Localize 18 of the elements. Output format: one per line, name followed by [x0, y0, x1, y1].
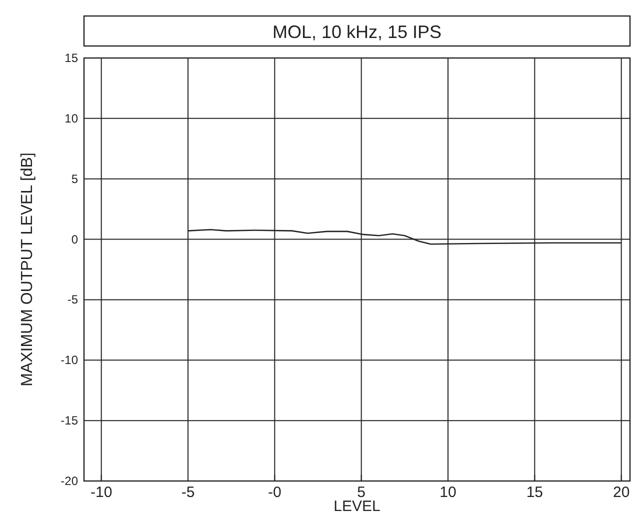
- x-tick-label: 15: [526, 484, 544, 501]
- y-tick-label: -20: [60, 474, 78, 488]
- x-tick-label: 10: [440, 484, 456, 501]
- x-axis-title: LEVEL: [334, 498, 380, 515]
- x-tick-label: -5: [181, 484, 195, 501]
- x-tick-label: 20: [612, 484, 630, 501]
- y-tick-label: -5: [67, 292, 78, 307]
- y-tick-label: 5: [71, 172, 78, 186]
- x-tick-label: -10: [90, 484, 112, 501]
- chart-title: MOL, 10 kHz, 15 IPS: [272, 22, 442, 42]
- x-tick-label: -0: [268, 484, 282, 501]
- y-tick-label: 10: [64, 111, 78, 126]
- y-tick-label: -10: [60, 353, 78, 368]
- y-tick-label: 15: [64, 51, 78, 65]
- y-tick-label: -15: [60, 414, 78, 428]
- y-tick-label: 0: [71, 232, 78, 246]
- x-tick-label: 5: [357, 484, 366, 501]
- y-axis-title: MAXIMUM OUTPUT LEVEL [dB]: [19, 152, 36, 386]
